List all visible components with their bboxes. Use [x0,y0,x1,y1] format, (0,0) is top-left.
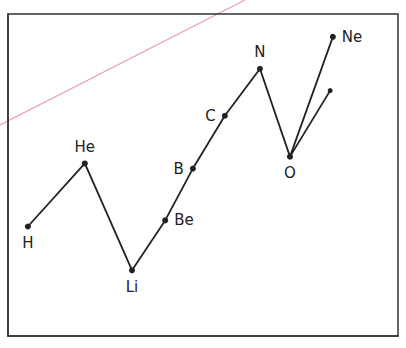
svg-text:N: N [254,43,265,61]
svg-text:H: H [22,234,33,252]
svg-text:He: He [75,138,96,156]
svg-text:Li: Li [126,278,139,296]
svg-text:B: B [174,160,184,178]
svg-text:C: C [205,107,215,125]
svg-text:O: O [284,164,296,182]
svg-text:Be: Be [174,211,194,229]
svg-text:Ne: Ne [342,28,362,46]
